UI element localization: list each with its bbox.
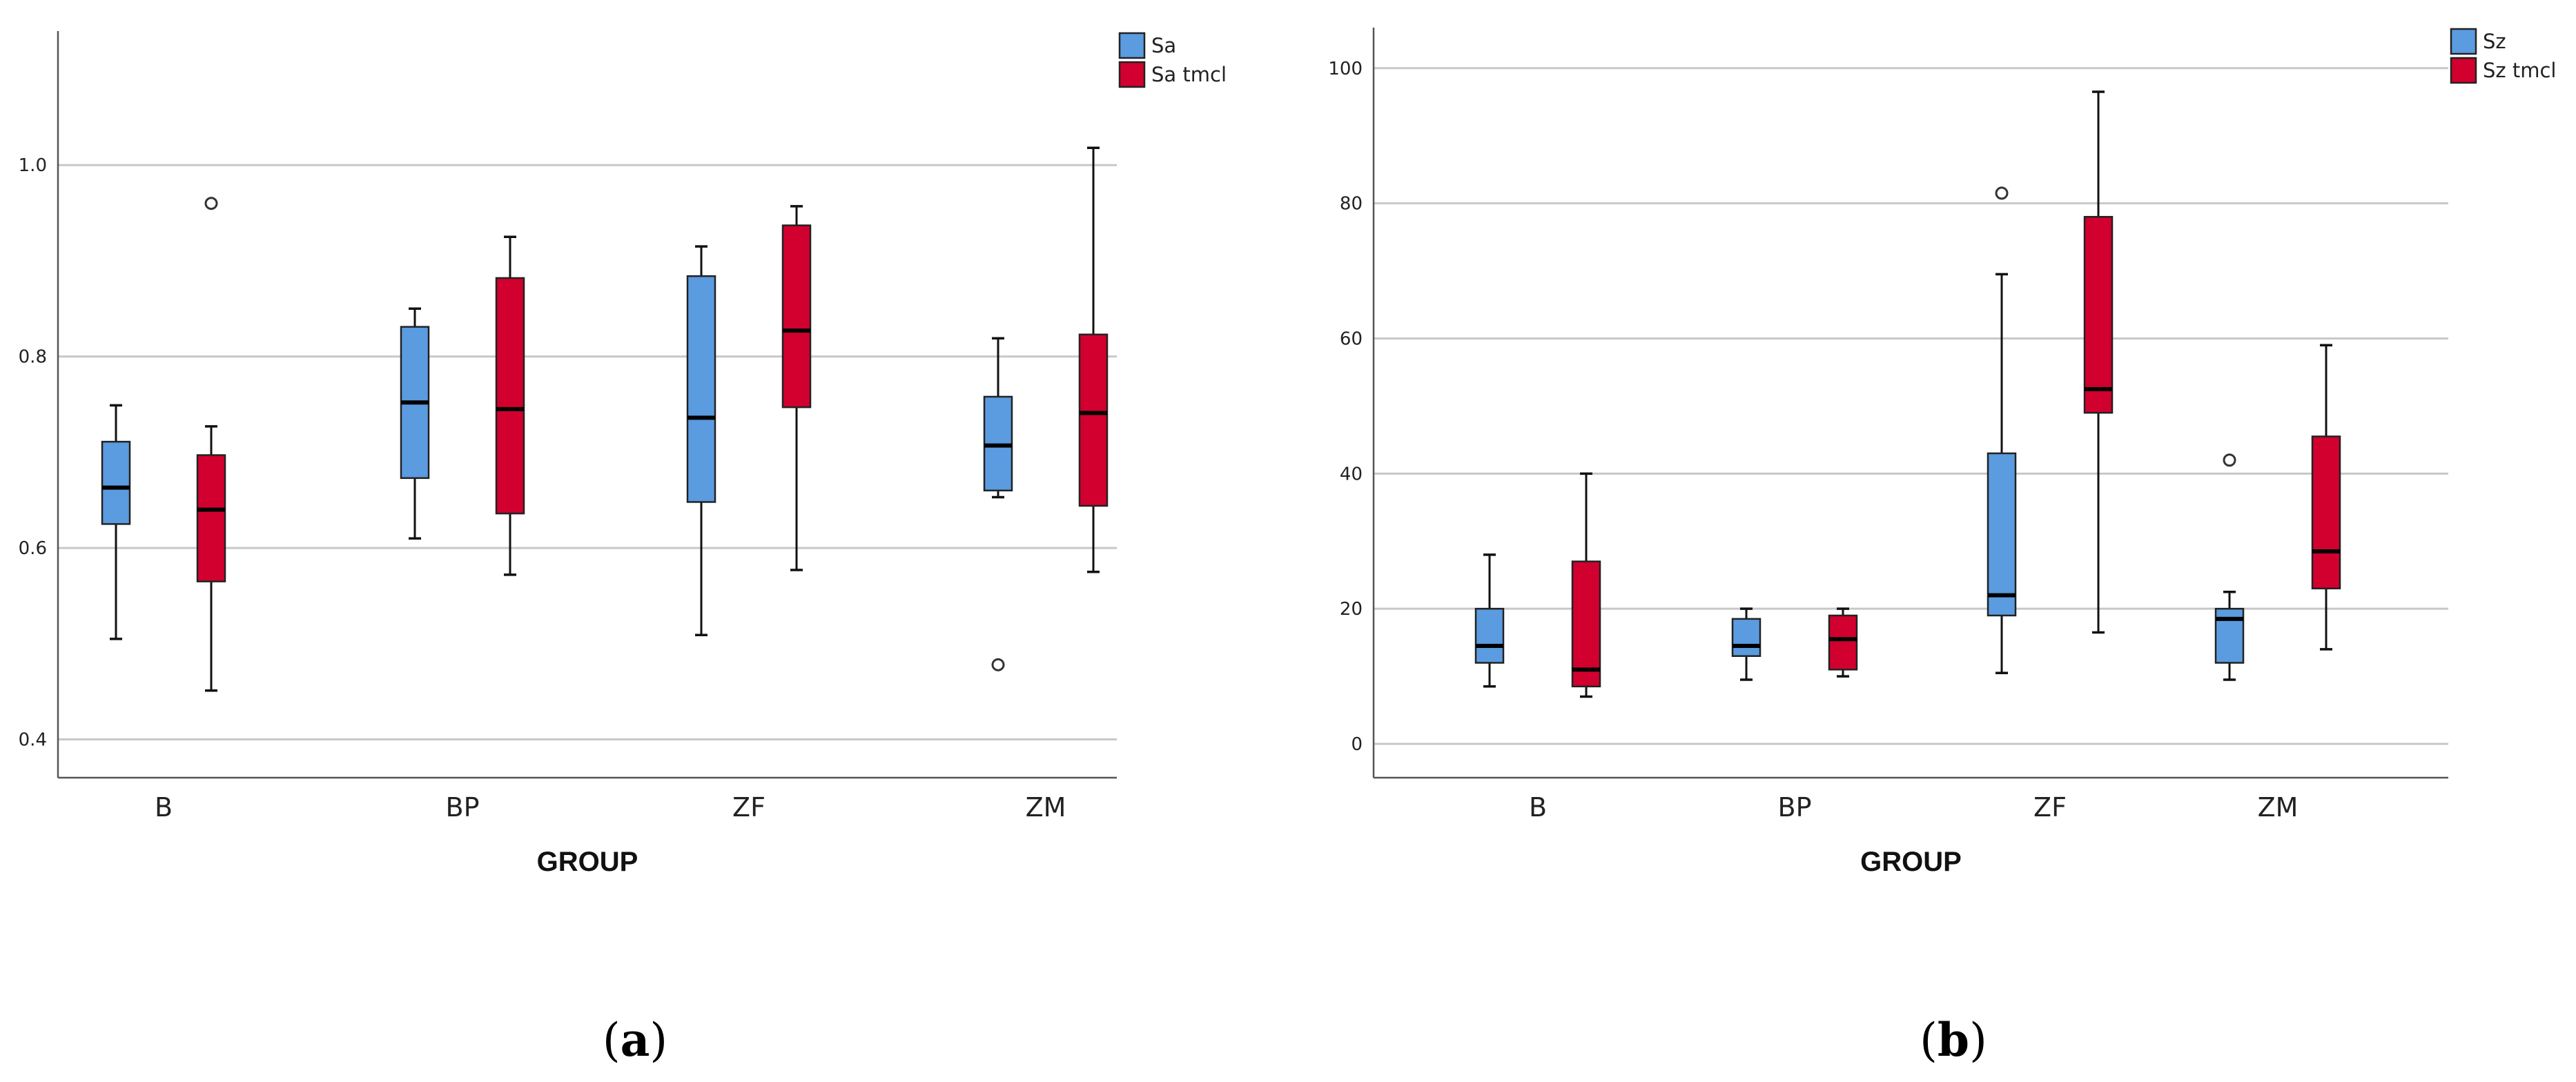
- box-sz-tmcl-ZF-iqr-box: [2083, 215, 2114, 414]
- caption-open-paren: (: [603, 1014, 621, 1067]
- box-sz-B-iqr-box: [1474, 607, 1505, 664]
- y-tick-label-100: 100: [1328, 59, 1363, 79]
- panel-caption: (a): [603, 1013, 667, 1067]
- box-sz-ZF-iqr-box: [1987, 452, 2017, 617]
- panel-a-sa-chart: 0.4 0.6 0.8 1.0 B BP ZF ZM GROUP Sa Sa tmcl (a): [19, 31, 1227, 1067]
- x-tick-label-BP: BP: [446, 792, 480, 823]
- y-tick-label-80: 80: [1340, 194, 1363, 215]
- legend-swatch-sz-tmcl: [2450, 57, 2477, 84]
- y-tick-label-1.0: 1.0: [19, 155, 47, 176]
- caption-close-paren: ): [1969, 1014, 1987, 1067]
- box-sa-B-iqr-box: [101, 440, 131, 525]
- box-sa-tmcl-B-iqr-box: [196, 454, 226, 582]
- legend-swatch-sa-tmcl: [1118, 61, 1146, 88]
- legend-label-sz: Sz: [2483, 30, 2506, 53]
- x-axis-title: GROUP: [1860, 847, 1962, 877]
- y-tick-label-40: 40: [1340, 464, 1363, 484]
- box-sz-tmcl-ZM-iqr-box: [2311, 435, 2341, 590]
- panel-b-sz-chart: 0 20 40 60 80 100 B BP ZF ZM GROUP Sz Sz tmcl (b): [1328, 28, 2556, 1067]
- legend-swatch-sa: [1118, 32, 1146, 59]
- box-sz-tmcl-BP-iqr-box: [1828, 614, 1858, 671]
- caption-close-paren: ): [650, 1014, 667, 1067]
- caption-panel-letter: b: [1938, 1013, 1969, 1067]
- box-sz-ZF-outlier-0: [1995, 186, 2009, 200]
- x-tick-label-BP: BP: [1778, 792, 1812, 823]
- box-sz-tmcl-B-iqr-box: [1571, 560, 1601, 688]
- x-tick-label-ZF: ZF: [2033, 792, 2067, 823]
- y-tick-label-0.8: 0.8: [19, 347, 47, 368]
- x-tick-label-ZF: ZF: [732, 792, 765, 823]
- box-sa-tmcl-ZM-iqr-box: [1078, 333, 1109, 507]
- caption-panel-letter: a: [621, 1013, 650, 1067]
- legend-swatch-sz: [2450, 28, 2477, 55]
- x-tick-label-B: B: [1529, 792, 1547, 823]
- x-tick-label-ZM: ZM: [2258, 792, 2299, 823]
- y-tick-label-0.6: 0.6: [19, 538, 47, 559]
- x-tick-label-ZM: ZM: [1026, 792, 1066, 823]
- box-sa-ZM-outlier-0: [991, 658, 1005, 671]
- box-sz-ZM-outlier-0: [2223, 453, 2236, 467]
- y-tick-label-60: 60: [1340, 328, 1363, 349]
- legend-label-sa: Sa: [1151, 34, 1176, 57]
- caption-open-paren: (: [1920, 1014, 1938, 1067]
- legend-label-sa-tmcl: Sa tmcl: [1151, 63, 1227, 86]
- x-axis-title: GROUP: [537, 847, 638, 877]
- y-tick-label-0.4: 0.4: [19, 730, 47, 751]
- x-tick-label-B: B: [155, 792, 173, 823]
- box-sa-tmcl-ZF-iqr-box: [781, 224, 812, 409]
- panel-caption: (b): [1920, 1013, 1987, 1067]
- box-sz-BP-iqr-box: [1731, 618, 1762, 657]
- legend-label-sz-tmcl: Sz tmcl: [2483, 59, 2556, 82]
- box-sa-tmcl-BP-iqr-box: [495, 277, 525, 515]
- box-sa-ZF-iqr-box: [686, 275, 716, 503]
- box-sa-tmcl-B-outlier-0: [204, 197, 218, 210]
- y-tick-label-20: 20: [1340, 599, 1363, 620]
- y-tick-label-0: 0: [1351, 734, 1363, 755]
